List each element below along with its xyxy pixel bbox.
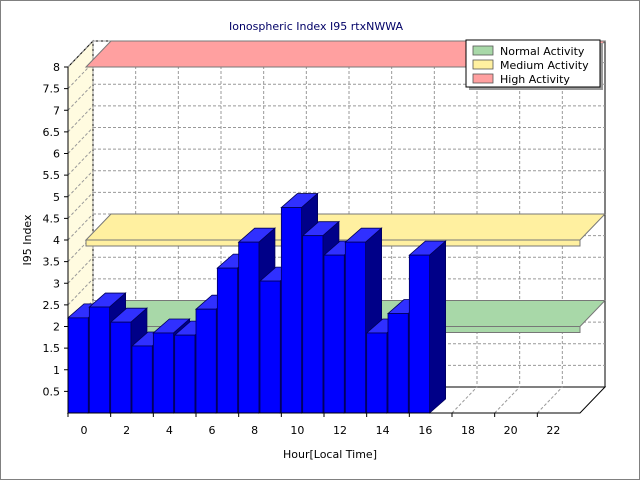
grid-line-side xyxy=(67,105,94,133)
grid-line-side xyxy=(67,170,94,198)
bar xyxy=(174,334,196,414)
y-tick-label: 7 xyxy=(53,104,60,117)
grid-line-side xyxy=(67,148,94,176)
bar xyxy=(280,207,303,414)
x-tick-label: 10 xyxy=(290,424,304,437)
x-tick-label: 4 xyxy=(166,424,173,437)
y-tick-label: 8 xyxy=(53,61,60,74)
chart-title: Ionospheric Index I95 rtxNWWA xyxy=(229,20,403,33)
grid-line-side xyxy=(67,40,94,68)
y-tick-label: 1 xyxy=(53,364,60,377)
x-tick-label: 12 xyxy=(333,424,347,437)
bar xyxy=(323,254,345,414)
x-tick-label: 2 xyxy=(123,424,130,437)
y-tick-label: 5 xyxy=(53,191,60,204)
legend-swatch xyxy=(472,73,494,84)
y-tick-label: 3.5 xyxy=(43,256,61,269)
legend-swatch xyxy=(472,59,494,70)
bar xyxy=(110,321,132,414)
y-tick-label: 6 xyxy=(53,148,60,161)
x-tick-label: 14 xyxy=(376,424,390,437)
bar xyxy=(366,332,388,414)
bar xyxy=(88,306,111,414)
y-tick-label: 0.5 xyxy=(43,385,61,398)
bar xyxy=(152,332,174,414)
bar xyxy=(238,241,260,414)
bar xyxy=(195,308,217,414)
bar xyxy=(387,313,409,414)
y-tick-label: 2 xyxy=(53,321,60,334)
x-tick-label: 6 xyxy=(209,424,216,437)
grid-line-side xyxy=(67,256,94,284)
grid-line-floor xyxy=(536,386,563,414)
y-tick-label: 5.5 xyxy=(43,169,61,182)
bar xyxy=(344,241,367,414)
bar xyxy=(131,345,153,414)
grid-line-side xyxy=(67,83,94,111)
legend-label: High Activity xyxy=(500,73,570,86)
y-tick-label: 3 xyxy=(53,277,60,290)
grid-line-floor xyxy=(451,386,478,414)
bar xyxy=(67,317,89,414)
legend-swatch xyxy=(472,45,494,56)
y-tick-label: 4 xyxy=(53,234,60,247)
legend-label: Normal Activity xyxy=(500,45,585,58)
plot-area: 0.5 1 1.5 2 2.5 3 3.5 4 4.5 5 5.5 6 6.5 7 7.5 8 0 2 4 6 8 10 1… xyxy=(43,39,607,437)
y-axis-label: I95 Index xyxy=(21,214,34,266)
bar xyxy=(302,235,324,414)
grid-line-side xyxy=(67,213,94,241)
bar xyxy=(259,280,281,414)
x-tick-label: 0 xyxy=(81,424,88,437)
y-tick-label: 1.5 xyxy=(43,342,61,355)
x-tick-label: 20 xyxy=(504,424,518,437)
grid-line-floor xyxy=(494,386,521,414)
y-tick-label: 6.5 xyxy=(43,126,61,139)
grid-line-side xyxy=(67,127,94,154)
y-tick-label: 2.5 xyxy=(43,299,61,312)
bar-side xyxy=(429,240,447,414)
legend-label: Medium Activity xyxy=(500,59,589,72)
x-tick-label: 22 xyxy=(546,424,560,437)
x-tick-label: 8 xyxy=(251,424,258,437)
grid-line-side xyxy=(67,192,94,219)
x-axis-label: Hour[Local Time] xyxy=(283,448,377,461)
band-1-top xyxy=(84,213,607,241)
x-tick-label: 16 xyxy=(418,424,432,437)
x-tick-label: 18 xyxy=(461,424,475,437)
grid-line-side xyxy=(67,278,94,306)
bar xyxy=(216,267,238,414)
y-tick-label: 7.5 xyxy=(43,83,61,96)
y-tick-label: 4.5 xyxy=(43,212,61,225)
bar xyxy=(408,254,431,414)
